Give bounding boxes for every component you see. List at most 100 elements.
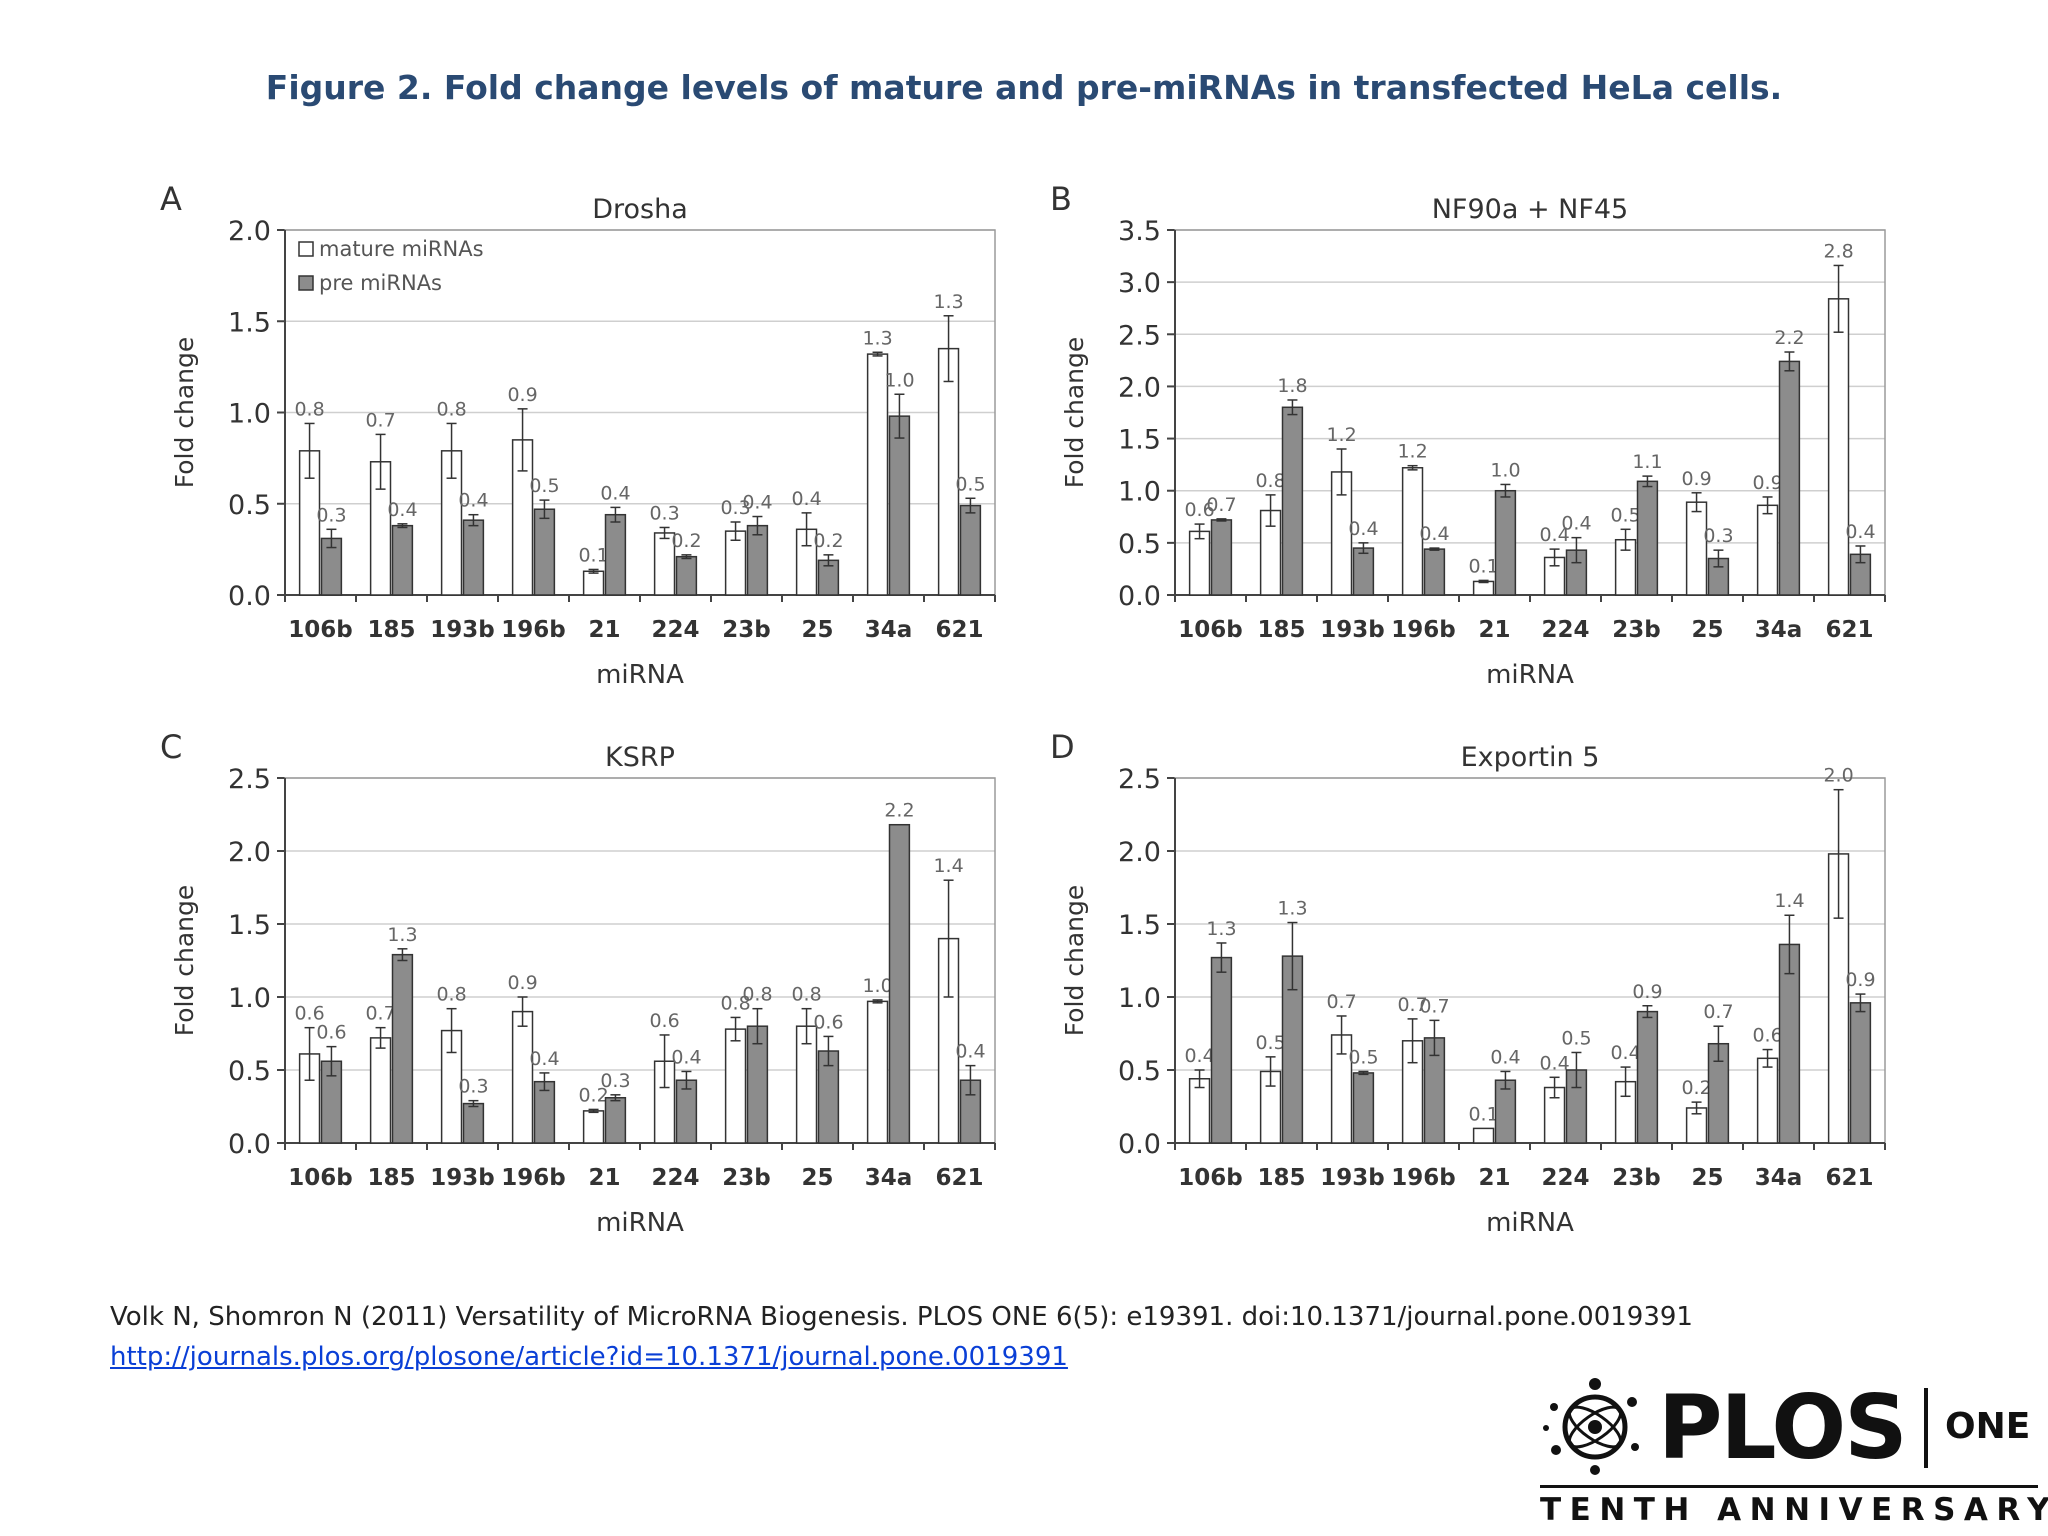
bar-pre — [533, 508, 556, 596]
bar-pre — [1778, 360, 1801, 596]
data-label: 0.9 — [1632, 981, 1662, 1003]
bar-pre — [1636, 1010, 1659, 1144]
data-label: 0.6 — [294, 1003, 324, 1025]
bar-pre — [462, 1102, 485, 1144]
data-label: 0.4 — [1419, 523, 1449, 545]
data-label: 0.3 — [458, 1076, 488, 1098]
x-axis-label: miRNA — [1486, 660, 1574, 690]
data-label: 1.8 — [1277, 375, 1307, 397]
data-label: 0.4 — [1845, 521, 1875, 543]
data-label: 1.3 — [387, 924, 417, 946]
bar-mature — [582, 570, 605, 596]
x-tick-label: 224 — [1541, 1165, 1589, 1191]
panel-letter: D — [1050, 728, 1075, 766]
data-label: 2.2 — [884, 800, 914, 822]
y-tick-label: 2.5 — [1118, 764, 1161, 795]
x-tick-label: 34a — [865, 617, 913, 643]
data-label: 0.2 — [1681, 1077, 1711, 1099]
bar-pre — [888, 415, 911, 596]
data-label: 0.4 — [600, 482, 630, 504]
data-label: 0.4 — [529, 1048, 559, 1070]
figure-title: Figure 2. Fold change levels of mature a… — [265, 68, 1783, 107]
x-tick-label: 193b — [1320, 617, 1384, 643]
bar-mature — [511, 1010, 534, 1144]
x-tick-label: 25 — [801, 617, 833, 643]
y-tick-label: 2.5 — [1118, 320, 1161, 351]
y-axis-label: Fold change — [1060, 885, 1089, 1037]
data-label: 0.7 — [1703, 1001, 1733, 1023]
y-tick-label: 0.5 — [228, 1056, 271, 1087]
y-axis-label: Fold change — [170, 885, 199, 1037]
data-label: 1.4 — [1774, 890, 1804, 912]
data-label: 0.8 — [436, 984, 466, 1006]
x-tick-label: 21 — [1478, 617, 1510, 643]
bar-pre — [1423, 548, 1446, 596]
panel-letter: C — [160, 728, 182, 766]
data-label: 0.5 — [1561, 1027, 1591, 1049]
data-label: 0.4 — [1184, 1045, 1214, 1067]
data-label: 1.3 — [1206, 918, 1236, 940]
plot-frame — [1174, 777, 1886, 1144]
y-tick-label: 1.0 — [1118, 983, 1161, 1014]
data-label: 0.4 — [1610, 1042, 1640, 1064]
x-tick-label: 106b — [1178, 617, 1242, 643]
x-tick-label: 224 — [1541, 617, 1589, 643]
x-tick-label: 25 — [801, 1165, 833, 1191]
x-tick-label: 21 — [1478, 1165, 1510, 1191]
y-tick-label: 2.0 — [228, 216, 271, 247]
y-tick-label: 0.5 — [1118, 529, 1161, 560]
legend-swatch-pre — [298, 275, 314, 291]
x-tick-label: 224 — [651, 1165, 699, 1191]
x-tick-label: 21 — [588, 617, 620, 643]
data-label: 1.2 — [1326, 424, 1356, 446]
bar-pre — [391, 524, 414, 596]
data-label: 0.4 — [1561, 513, 1591, 535]
bar-mature — [1188, 1078, 1211, 1144]
citation-text: Volk N, Shomron N (2011) Versatility of … — [110, 1302, 1693, 1332]
bar-mature — [1827, 298, 1850, 596]
x-tick-label: 621 — [1825, 1165, 1873, 1191]
x-tick-label: 106b — [288, 1165, 352, 1191]
y-tick-label: 2.5 — [228, 764, 271, 795]
chart-title: NF90a + NF45 — [1432, 194, 1629, 225]
x-axis-label: miRNA — [1486, 1208, 1574, 1238]
x-tick-label: 185 — [367, 617, 415, 643]
x-tick-label: 196b — [501, 1165, 565, 1191]
logo-one-text: ONE — [1945, 1406, 2031, 1447]
x-tick-label: 34a — [1755, 1165, 1803, 1191]
y-tick-label: 1.5 — [228, 910, 271, 941]
citation: Volk N, Shomron N (2011) Versatility of … — [110, 1302, 1693, 1372]
y-tick-label: 1.0 — [228, 983, 271, 1014]
bar-mature — [866, 1000, 889, 1144]
logo-plos-text: PLOS — [1658, 1376, 1908, 1479]
bar-mature — [937, 347, 960, 596]
citation-link[interactable]: http://journals.plos.org/plosone/article… — [110, 1342, 1068, 1372]
data-label: 1.3 — [1277, 898, 1307, 920]
plot-frame — [284, 777, 996, 1144]
plos-globe-icon — [1543, 1378, 1639, 1475]
data-label: 0.4 — [1539, 1052, 1569, 1074]
data-label: 1.1 — [1632, 451, 1662, 473]
data-label: 0.7 — [365, 1003, 395, 1025]
data-label: 2.2 — [1774, 327, 1804, 349]
bar-pre — [1210, 519, 1233, 596]
data-label: 1.4 — [933, 855, 963, 877]
x-tick-label: 34a — [865, 1165, 913, 1191]
y-tick-label: 3.0 — [1118, 268, 1161, 299]
panel-c-chart: C KSRP 0.0 0.5 1.0 1.5 2.0 2.5 106b 185 193b 196b 21… — [150, 728, 1030, 1253]
legend-label-mature: mature miRNAs — [319, 237, 484, 261]
data-label: 0.3 — [600, 1070, 630, 1092]
panel-a-chart: A Drosha 0.0 0.5 1.0 1.5 2.0 106b 185 193b 196b 21 2… — [150, 180, 1030, 705]
x-tick-label: 34a — [1755, 617, 1803, 643]
bar-pre — [1636, 480, 1659, 596]
x-tick-label: 621 — [935, 1165, 983, 1191]
data-label: 0.7 — [1419, 995, 1449, 1017]
bar-mature — [1685, 501, 1708, 596]
data-label: 1.3 — [933, 291, 963, 313]
y-tick-label: 2.0 — [1118, 372, 1161, 403]
bar-pre — [1352, 547, 1375, 596]
y-tick-label: 1.5 — [1118, 425, 1161, 456]
bar-mature — [1472, 1127, 1495, 1144]
logo-tagline: TENTH ANNIVERSARY — [1540, 1492, 2048, 1528]
y-tick-label: 1.0 — [1118, 477, 1161, 508]
